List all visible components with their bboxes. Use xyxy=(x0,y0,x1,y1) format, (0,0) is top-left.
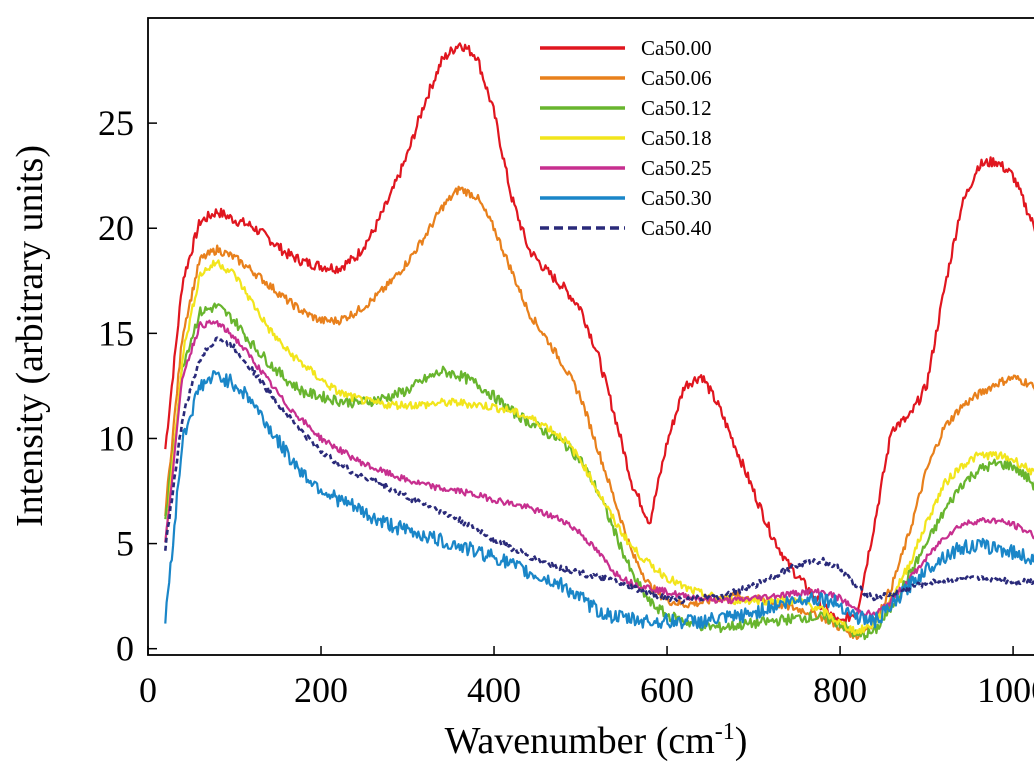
x-axis-label-superscript: -1 xyxy=(715,719,735,745)
y-tick-label: 25 xyxy=(98,103,134,143)
x-tick-label: 200 xyxy=(294,670,348,710)
series-line-ca50-00 xyxy=(164,42,1034,626)
y-tick-label: 5 xyxy=(116,524,134,564)
x-tick-label: 400 xyxy=(467,670,521,710)
series-layer xyxy=(164,42,1034,641)
y-tick-label: 15 xyxy=(98,313,134,353)
x-axis-label-main: Wavenumber (cm xyxy=(445,720,715,762)
series-line-ca50-12 xyxy=(164,302,1034,641)
legend-label: Ca50.12 xyxy=(641,96,712,120)
series-line-ca50-18 xyxy=(164,259,1034,636)
x-axis-label: Wavenumber (cm-1) xyxy=(445,719,748,762)
series-line-ca50-30 xyxy=(164,370,1034,630)
y-axis-label: Intensity (arbitrary units) xyxy=(9,145,51,527)
series-line-ca50-06 xyxy=(164,185,1034,641)
y-tick-label: 20 xyxy=(98,208,134,248)
legend-label: Ca50.06 xyxy=(641,66,712,90)
legend-label: Ca50.25 xyxy=(641,156,712,180)
y-tick-label: 0 xyxy=(116,629,134,669)
legend-label: Ca50.00 xyxy=(641,36,712,60)
series-line-ca50-40 xyxy=(164,336,1034,605)
legend-label: Ca50.30 xyxy=(641,186,712,210)
ticks-layer: 0200400600800100012000510152025 xyxy=(98,103,1034,710)
x-tick-label: 600 xyxy=(640,670,694,710)
plot-frame xyxy=(147,17,1034,656)
legend-label: Ca50.40 xyxy=(641,216,712,240)
legend: Ca50.00 Ca50.06 Ca50.12 Ca50.18 Ca50.25 Ca50.… xyxy=(540,36,712,240)
x-tick-label: 800 xyxy=(813,670,867,710)
x-axis-label-end: ) xyxy=(735,720,748,762)
series-line-ca50-25 xyxy=(164,319,1034,618)
x-tick-label: 0 xyxy=(139,670,157,710)
legend-label: Ca50.18 xyxy=(641,126,712,150)
y-tick-label: 10 xyxy=(98,418,134,458)
